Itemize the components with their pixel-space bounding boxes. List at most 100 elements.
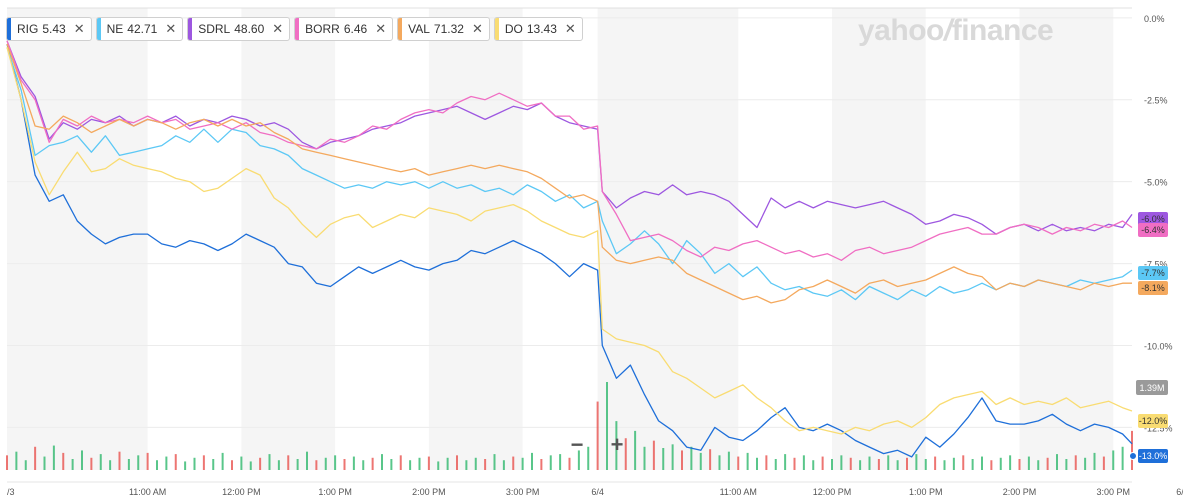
volume-bar: [924, 459, 927, 470]
volume-bar: [793, 457, 796, 470]
legend-swatch: [494, 18, 499, 40]
volume-bar: [896, 460, 899, 470]
volume-bar: [1046, 457, 1049, 470]
legend-chip-rig[interactable]: RIG 5.43 ✕: [6, 17, 92, 41]
volume-bar: [1027, 456, 1030, 470]
volume-bar: [296, 459, 299, 470]
volume-bar: [474, 457, 477, 470]
volume-bar: [1065, 459, 1068, 470]
x-tick-label: 6/: [1176, 487, 1183, 497]
volume-bar: [531, 452, 533, 470]
legend-chip-ne[interactable]: NE 42.71 ✕: [95, 17, 184, 41]
legend-symbol: BORR: [305, 22, 340, 36]
end-value-badge: [1138, 223, 1168, 237]
close-icon[interactable]: ✕: [471, 21, 483, 36]
legend-price: 71.32: [433, 22, 464, 36]
close-icon[interactable]: ✕: [73, 21, 85, 36]
volume-bar: [624, 438, 627, 470]
ticker-legend: RIG 5.43 ✕ NE 42.71 ✕ SDRL 48.60 ✕ BORR 6.46 ✕ VAL 71…: [6, 17, 583, 41]
volume-bar: [952, 457, 955, 470]
volume-bar: [352, 456, 355, 470]
end-value-label: -12.0%: [1139, 416, 1168, 426]
volume-bar: [221, 452, 224, 470]
y-tick-label: 0.0%: [1144, 14, 1165, 24]
close-icon[interactable]: ✕: [375, 21, 387, 36]
volume-bar: [362, 460, 365, 470]
volume-bar: [652, 440, 655, 470]
volume-bar: [1056, 454, 1058, 470]
volume-bar: [577, 450, 580, 470]
volume-bar: [709, 449, 712, 470]
x-tick-label: 12:00 PM: [222, 487, 261, 497]
volume-bar: [99, 454, 102, 470]
last-point-marker: [1129, 452, 1137, 460]
volume-bar: [1018, 459, 1021, 470]
zoom-in-button[interactable]: +: [610, 432, 624, 457]
volume-bar: [456, 455, 458, 470]
zoom-out-button[interactable]: −: [570, 432, 584, 457]
time-band: [832, 8, 926, 470]
volume-bar: [934, 456, 937, 470]
x-tick-label: 2:00 PM: [412, 487, 446, 497]
volume-bar: [990, 460, 993, 470]
volume-bar: [699, 452, 702, 470]
legend-swatch: [398, 18, 403, 40]
volume-bar: [315, 460, 318, 470]
volume-bar: [718, 455, 721, 470]
volume-bar: [859, 460, 862, 470]
time-band: [7, 8, 148, 470]
y-tick-label: -7.5%: [1144, 260, 1168, 270]
volume-bar: [831, 459, 833, 470]
legend-chip-do[interactable]: DO 13.43 ✕: [493, 17, 583, 41]
volume-bar: [690, 446, 693, 470]
volume-bar: [877, 459, 880, 470]
volume-bar: [906, 457, 908, 470]
volume-badge: [1136, 380, 1168, 395]
legend-symbol: NE: [106, 22, 124, 36]
volume-bar: [802, 455, 805, 470]
x-tick-label: 3:00 PM: [506, 487, 540, 497]
legend-chip-val[interactable]: VAL 71.32 ✕: [397, 17, 490, 41]
close-icon[interactable]: ✕: [272, 21, 284, 36]
volume-bar: [6, 455, 8, 470]
close-icon[interactable]: ✕: [564, 21, 576, 36]
volume-bar: [784, 454, 787, 470]
x-tick-label: 11:00 AM: [129, 487, 166, 497]
volume-bar: [1131, 430, 1133, 470]
yahoo-finance-logo: yahoo/finance: [858, 14, 1054, 47]
volume-bar: [821, 456, 824, 470]
legend-chip-sdrl[interactable]: SDRL 48.60 ✕: [187, 17, 291, 41]
close-icon[interactable]: ✕: [165, 21, 177, 36]
volume-bar: [756, 457, 758, 470]
volume-bar: [1112, 450, 1115, 470]
volume-bar: [137, 455, 140, 470]
volume-bar: [549, 455, 552, 470]
end-value-label: -13.0%: [1139, 451, 1168, 461]
legend-symbol: SDRL: [198, 22, 231, 36]
volume-bar: [606, 382, 608, 470]
volume-bar: [174, 454, 177, 470]
volume-bar: [34, 446, 37, 470]
legend-chip-borr[interactable]: BORR 6.46 ✕: [294, 17, 394, 41]
volume-bar: [202, 455, 205, 470]
volume-bar: [493, 454, 496, 470]
end-value-badge: [1138, 281, 1168, 295]
series-line-borr: [6, 40, 1133, 261]
volume-bar: [915, 454, 918, 470]
volume-bar: [596, 401, 599, 470]
volume-bar: [840, 455, 843, 470]
x-tick-label: 1:00 PM: [318, 487, 352, 497]
volume-bar: [812, 460, 815, 470]
volume-bar: [746, 452, 749, 470]
volume-bar: [774, 459, 777, 470]
volume-bar: [390, 459, 393, 470]
series-line-val: [6, 43, 1132, 304]
volume-bar: [146, 452, 149, 470]
volume-bar: [643, 446, 646, 470]
x-tick-label: /3: [7, 487, 15, 497]
volume-bar: [118, 451, 121, 470]
volume-bar: [887, 455, 890, 470]
volume-bar: [231, 460, 233, 470]
volume-bar: [868, 456, 871, 470]
